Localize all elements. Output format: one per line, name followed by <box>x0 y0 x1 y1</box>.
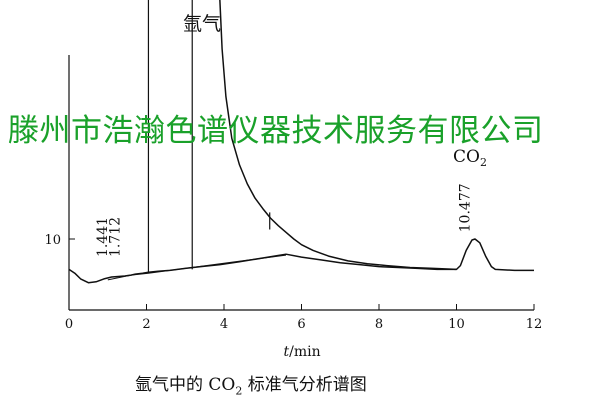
series-line-3 <box>107 254 287 281</box>
annotation-label: 氩气 <box>183 13 221 35</box>
x-tick-label: 0 <box>65 317 73 332</box>
x-tick-label: 12 <box>526 317 543 332</box>
peak-label: 1.712 <box>107 217 123 257</box>
watermark-text: 滕州市浩瀚色谱仪器技术服务有限公司 <box>8 113 544 149</box>
series-line-2 <box>219 0 457 271</box>
annotation-label: CO2 <box>453 147 487 169</box>
caption-subscript: 2 <box>235 384 243 398</box>
x-tick-label: 10 <box>448 317 465 332</box>
x-tick-label: 2 <box>142 317 150 332</box>
x-tick-label: 8 <box>375 317 383 332</box>
x-tick-label: 4 <box>220 317 228 332</box>
chart-caption: 氩气中的 CO2 标准气分析谱图 <box>135 370 367 397</box>
peak-label: 10.477 <box>457 183 473 232</box>
x-axis-label: t/min <box>284 344 321 360</box>
caption-text-after: 标准气分析谱图 <box>242 375 367 395</box>
series-line-1 <box>68 238 534 284</box>
caption-text-before: 氩气中的 CO <box>135 375 236 395</box>
x-tick-label: 6 <box>297 317 305 332</box>
y-tick-label: 10 <box>44 233 61 248</box>
peak-label: 1.441 <box>95 217 111 257</box>
